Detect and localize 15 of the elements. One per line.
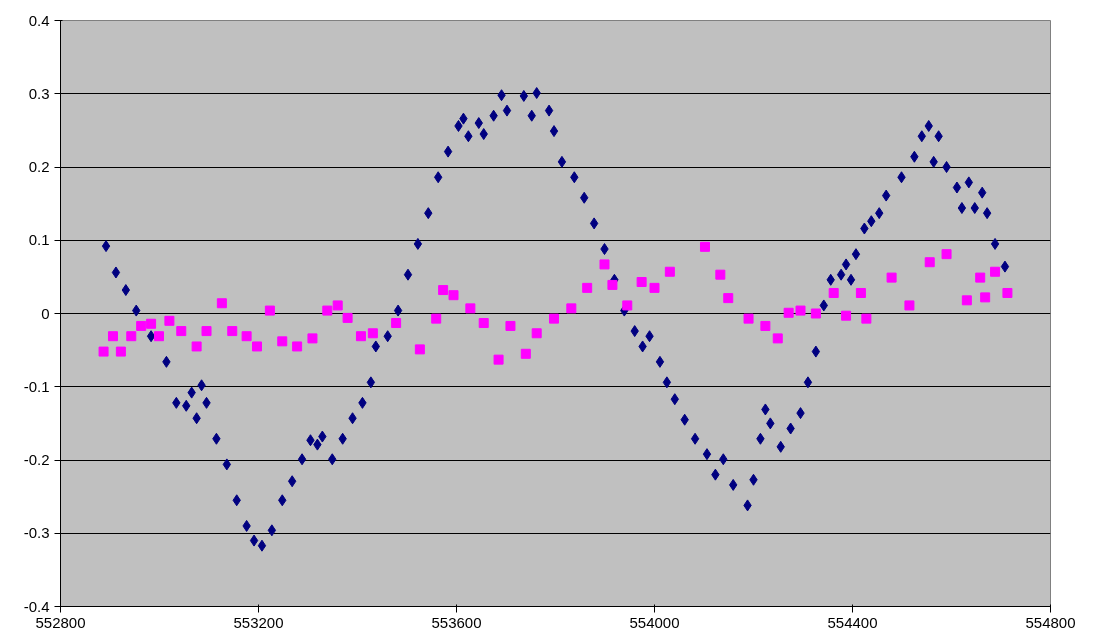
y-tick-label: 0.4: [28, 11, 50, 29]
y-tick-label: -0.1: [23, 377, 50, 395]
x-tick-label: 553600: [431, 613, 482, 631]
y-tick-label: -0.3: [23, 524, 50, 542]
y-tick-label: 0.3: [28, 84, 50, 102]
x-tick-label: 553200: [233, 613, 284, 631]
y-tick-label: -0.2: [23, 451, 50, 468]
x-tick-label: 554800: [1025, 613, 1076, 631]
x-tick-label: 554000: [629, 613, 680, 631]
y-tick-label: 0.2: [28, 158, 50, 175]
x-tick-label: 554400: [827, 613, 878, 631]
y-tick-label: 0: [41, 304, 50, 322]
y-tick-label: 0.1: [28, 231, 50, 249]
x-tick-label: 552800: [35, 613, 86, 631]
y-tick-label: -0.4: [23, 597, 50, 615]
